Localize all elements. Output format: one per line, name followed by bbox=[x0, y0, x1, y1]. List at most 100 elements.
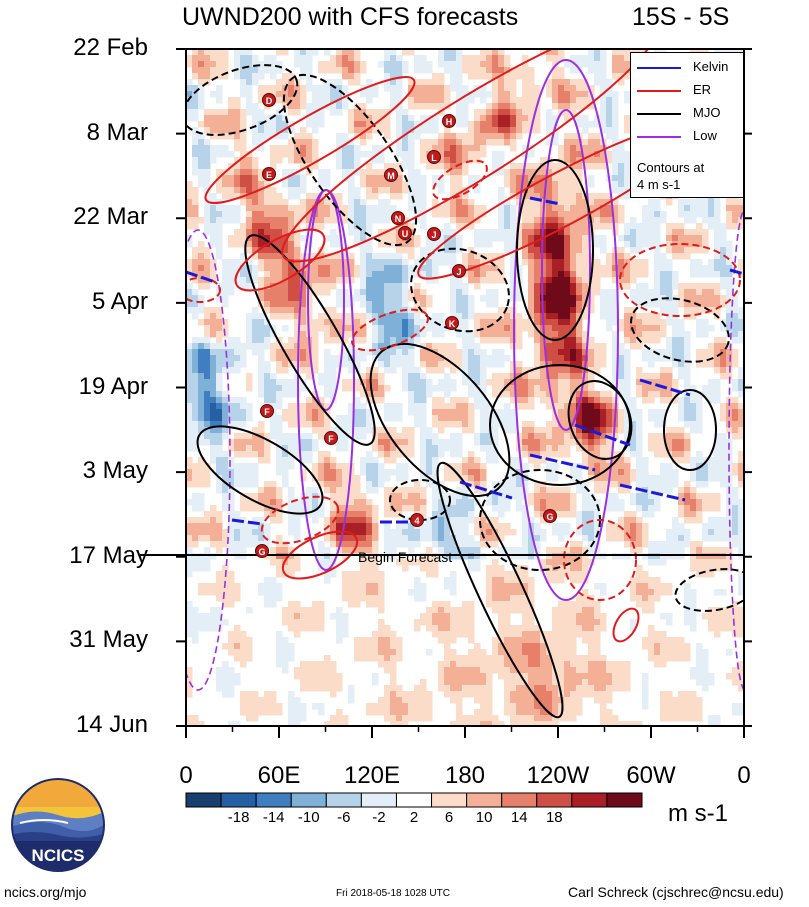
anomaly-cell bbox=[324, 91, 331, 98]
anomaly-cell bbox=[516, 73, 523, 80]
anomaly-cell bbox=[246, 79, 253, 86]
anomaly-cell bbox=[330, 283, 337, 290]
anomaly-cell bbox=[234, 463, 241, 470]
anomaly-cell bbox=[714, 433, 721, 440]
anomaly-cell bbox=[486, 379, 493, 386]
anomaly-cell bbox=[258, 325, 265, 332]
anomaly-cell bbox=[690, 199, 697, 206]
anomaly-cell bbox=[216, 469, 223, 476]
anomaly-cell bbox=[534, 451, 541, 458]
anomaly-cell bbox=[324, 289, 331, 296]
anomaly-cell bbox=[420, 187, 427, 194]
anomaly-cell bbox=[228, 109, 235, 116]
anomaly-cell bbox=[510, 229, 517, 236]
anomaly-cell bbox=[420, 247, 427, 254]
anomaly-cell bbox=[342, 133, 349, 140]
anomaly-cell bbox=[450, 397, 457, 404]
anomaly-cell bbox=[648, 313, 655, 320]
anomaly-cell bbox=[390, 103, 397, 110]
anomaly-cell bbox=[336, 313, 343, 320]
anomaly-cell bbox=[588, 307, 595, 314]
anomaly-cell bbox=[216, 145, 223, 152]
anomaly-cell bbox=[570, 301, 577, 308]
anomaly-cell bbox=[186, 283, 193, 290]
anomaly-cell bbox=[396, 73, 403, 80]
anomaly-cell bbox=[312, 289, 319, 296]
anomaly-cell bbox=[396, 439, 403, 446]
anomaly-cell bbox=[222, 433, 229, 440]
anomaly-cell bbox=[588, 361, 595, 368]
anomaly-cell bbox=[582, 211, 589, 218]
anomaly-cell bbox=[420, 271, 427, 278]
anomaly-cell bbox=[576, 223, 583, 230]
anomaly-cell bbox=[384, 439, 391, 446]
anomaly-cell bbox=[282, 145, 289, 152]
anomaly-cell bbox=[390, 79, 397, 86]
anomaly-cell bbox=[504, 139, 511, 146]
anomaly-cell bbox=[582, 217, 589, 224]
anomaly-cell bbox=[360, 235, 367, 242]
anomaly-cell bbox=[360, 331, 367, 338]
anomaly-cell bbox=[258, 319, 265, 326]
anomaly-cell bbox=[426, 139, 433, 146]
anomaly-cell bbox=[258, 379, 265, 386]
anomaly-cell bbox=[546, 373, 553, 380]
anomaly-cell bbox=[396, 349, 403, 356]
anomaly-cell bbox=[690, 475, 697, 482]
anomaly-cell bbox=[312, 283, 319, 290]
anomaly-cell bbox=[222, 361, 229, 368]
anomaly-cell bbox=[648, 361, 655, 368]
anomaly-cell bbox=[420, 385, 427, 392]
anomaly-cell bbox=[462, 163, 469, 170]
anomaly-cell bbox=[564, 199, 571, 206]
anomaly-cell bbox=[510, 475, 517, 482]
anomaly-cell bbox=[540, 427, 547, 434]
anomaly-cell bbox=[540, 277, 547, 284]
anomaly-cell bbox=[258, 205, 265, 212]
anomaly-cell bbox=[450, 85, 457, 92]
anomaly-cell bbox=[312, 91, 319, 98]
anomaly-cell bbox=[276, 445, 283, 452]
anomaly-cell bbox=[444, 253, 451, 260]
anomaly-cell bbox=[342, 433, 349, 440]
anomaly-cell bbox=[282, 307, 289, 314]
anomaly-cell bbox=[516, 169, 523, 176]
anomaly-cell bbox=[414, 289, 421, 296]
anomaly-cell bbox=[378, 235, 385, 242]
anomaly-cell bbox=[228, 361, 235, 368]
anomaly-cell bbox=[348, 79, 355, 86]
anomaly-cell bbox=[594, 283, 601, 290]
anomaly-cell bbox=[660, 379, 667, 386]
anomaly-cell bbox=[504, 115, 511, 122]
anomaly-cell bbox=[540, 487, 547, 494]
anomaly-cell bbox=[426, 457, 433, 464]
anomaly-cell bbox=[390, 337, 397, 344]
anomaly-cell bbox=[438, 259, 445, 266]
anomaly-cell bbox=[240, 139, 247, 146]
anomaly-cell bbox=[528, 223, 535, 230]
anomaly-cell bbox=[234, 469, 241, 476]
anomaly-cell bbox=[324, 403, 331, 410]
anomaly-cell bbox=[264, 433, 271, 440]
anomaly-cell bbox=[192, 67, 199, 74]
anomaly-cell bbox=[354, 271, 361, 278]
anomaly-cell bbox=[432, 331, 439, 338]
anomaly-cell bbox=[612, 259, 619, 266]
anomaly-cell bbox=[372, 391, 379, 398]
anomaly-cell bbox=[234, 229, 241, 236]
anomaly-cell bbox=[522, 367, 529, 374]
anomaly-cell bbox=[546, 121, 553, 128]
anomaly-cell bbox=[558, 385, 565, 392]
anomaly-cell bbox=[354, 355, 361, 362]
anomaly-cell bbox=[726, 211, 733, 218]
anomaly-cell bbox=[204, 325, 211, 332]
anomaly-cell bbox=[192, 337, 199, 344]
anomaly-cell bbox=[246, 331, 253, 338]
anomaly-cell bbox=[630, 433, 637, 440]
anomaly-cell bbox=[558, 451, 565, 458]
anomaly-cell bbox=[396, 235, 403, 242]
anomaly-cell bbox=[486, 109, 493, 116]
anomaly-cell bbox=[342, 145, 349, 152]
anomaly-cell bbox=[510, 253, 517, 260]
anomaly-cell bbox=[588, 415, 595, 422]
